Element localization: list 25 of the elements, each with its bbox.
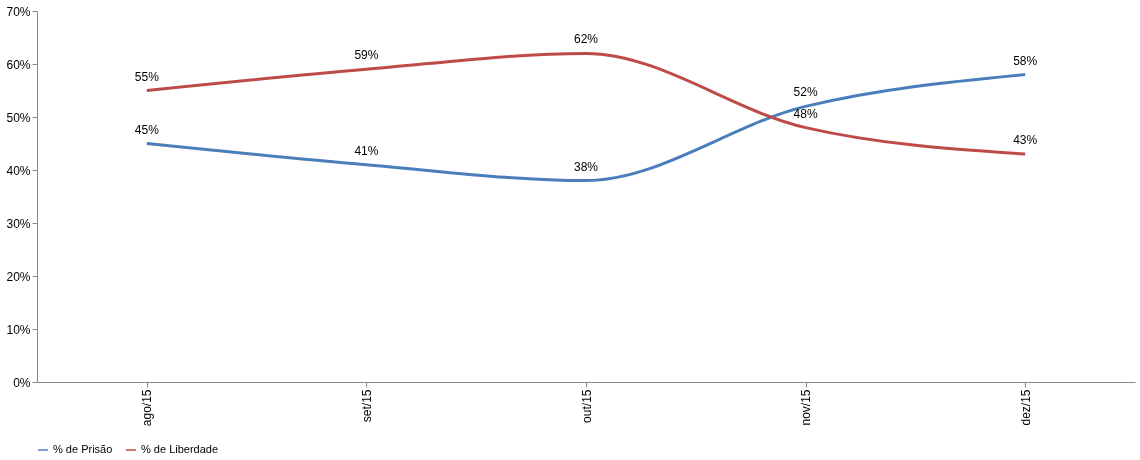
y-tick-label: 0%: [13, 375, 31, 390]
data-label: 48%: [793, 106, 818, 121]
data-label: 52%: [793, 85, 818, 100]
data-label: 59%: [354, 48, 379, 63]
data-label: 62%: [573, 32, 599, 47]
x-tick-label: dez/15: [1018, 389, 1033, 426]
data-label: 41%: [354, 143, 379, 158]
data-label: 55%: [134, 69, 160, 84]
x-tick-label: ago/15: [140, 389, 155, 427]
y-tick-label: 10%: [6, 322, 31, 337]
x-tick-label: set/15: [359, 389, 374, 423]
y-tick-label: 40%: [6, 163, 31, 178]
data-label: 58%: [1013, 53, 1038, 68]
x-tick-label: nov/15: [799, 389, 814, 426]
legend-label: % de Liberdade: [141, 443, 219, 455]
data-label: 38%: [573, 159, 599, 174]
y-tick-label: 60%: [6, 57, 31, 72]
y-tick-label: 30%: [6, 216, 31, 231]
y-tick-label: 50%: [6, 110, 31, 125]
x-tick-label: out/15: [579, 389, 594, 423]
data-label: 45%: [134, 122, 160, 137]
y-tick-label: 70%: [6, 4, 31, 19]
legend-label: % de Prisão: [53, 443, 113, 455]
y-tick-label: 20%: [6, 269, 31, 284]
data-label: 43%: [1013, 133, 1038, 148]
